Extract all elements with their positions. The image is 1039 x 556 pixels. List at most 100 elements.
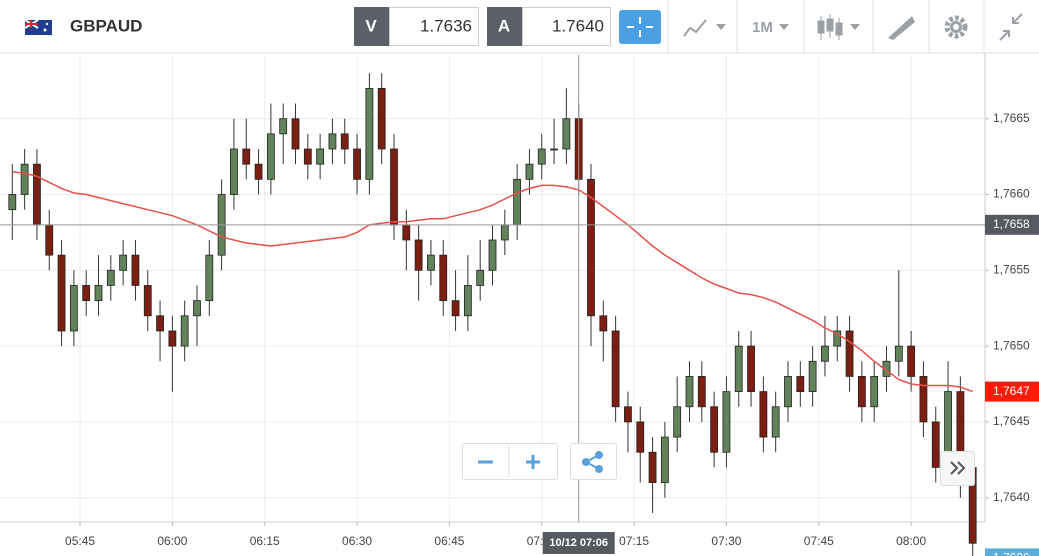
candle-body: [796, 376, 805, 393]
candle-body: [845, 330, 854, 377]
candle-body: [500, 224, 509, 241]
bid-box: [389, 7, 479, 46]
candle-body: [451, 300, 460, 317]
candle-body: [45, 224, 54, 256]
candle-body: [550, 148, 558, 151]
y-tick-label: 1,7650: [993, 338, 1030, 352]
ask-price: 1.7640: [552, 16, 604, 35]
candle-body: [365, 87, 374, 180]
price-label-box: [985, 214, 1039, 235]
candle-body: [390, 148, 398, 226]
zoom-controls: [462, 443, 975, 486]
candle-body: [882, 360, 891, 377]
candle-body: [673, 406, 682, 438]
candle-body: [328, 133, 337, 150]
candle-body: [106, 269, 115, 286]
candle-body: [747, 345, 755, 393]
x-tick-label: 06:30: [342, 534, 372, 548]
candle-body: [648, 451, 657, 483]
y-tick-label: 1,7640: [993, 490, 1030, 504]
candle-body: [266, 133, 275, 180]
candle-body: [82, 285, 91, 302]
candle-body: [734, 345, 743, 393]
candle-body: [279, 118, 288, 135]
candle-type-button[interactable]: [817, 14, 860, 40]
candle-body: [833, 330, 842, 347]
timeframe[interactable]: 1M: [752, 19, 773, 36]
price-label-box: [985, 381, 1039, 402]
candle-body: [439, 254, 448, 302]
chart-type-button[interactable]: [683, 19, 726, 37]
crosshair-time-box: [542, 532, 615, 554]
collapse-button[interactable]: [999, 13, 1023, 41]
price-label-box: [985, 548, 1039, 556]
ask-button[interactable]: [487, 7, 522, 46]
crosshair-time-label: 10/12 07:06: [549, 537, 608, 549]
candle-body: [463, 285, 472, 317]
draw-button[interactable]: [888, 16, 915, 40]
candle-body: [402, 224, 411, 241]
candle-body: [119, 254, 128, 271]
candle-body: [636, 421, 645, 453]
bid-label: V: [365, 16, 377, 35]
candle-body: [660, 436, 669, 483]
candle-body: [242, 148, 251, 165]
candle-body: [193, 300, 201, 317]
candle-body: [168, 330, 177, 347]
candle-body: [20, 163, 29, 195]
candle-body: [894, 345, 903, 362]
candle-body: [759, 391, 768, 438]
candle-body: [57, 254, 66, 332]
x-tick-label: 06:15: [250, 534, 280, 548]
candle-body: [784, 376, 792, 408]
candle-body: [291, 118, 300, 150]
candle-body: [611, 330, 620, 408]
candle-body: [33, 163, 41, 226]
plot: 1,7640 1,7645 1,7650 1,7655 1,7660 1,7665 05:4…: [0, 55, 1030, 556]
y-tick-label: 1,7665: [993, 111, 1030, 125]
candle-body: [69, 285, 78, 332]
candle-body: [857, 376, 866, 408]
x-tick-label: 06:00: [157, 534, 187, 548]
zoom-in[interactable]: [526, 455, 540, 469]
x-tick-label: 08:00: [896, 534, 926, 548]
candle-body: [821, 345, 829, 362]
candle-body: [525, 163, 534, 180]
settings-button[interactable]: [944, 15, 968, 39]
symbol: GBPAUD: [70, 16, 142, 35]
price-label: 1,7647: [993, 384, 1030, 398]
candle-body: [94, 285, 103, 302]
scroll-right[interactable]: [950, 461, 966, 475]
candle-body: [624, 406, 632, 423]
ask-label: A: [498, 16, 510, 35]
x-tick-label: 07:30: [711, 534, 741, 548]
overlay: 10/12 07:06 1,7658 1,7647 1,7636: [0, 55, 1039, 556]
candle-body: [131, 254, 140, 286]
share-box: [570, 443, 617, 480]
candle-body: [931, 421, 940, 468]
bid-price: 1.7636: [420, 16, 472, 35]
candle-body: [254, 163, 263, 180]
y-tick-label: 1,7645: [993, 414, 1030, 428]
x-tick-label: 07:15: [619, 534, 649, 548]
candle-body: [476, 269, 485, 286]
candle-body: [340, 133, 349, 150]
y-tick-label: 1,7655: [993, 262, 1030, 276]
timeframe-arrow: [779, 24, 789, 30]
crosshair-icon: [627, 17, 653, 37]
candle-body: [143, 285, 152, 317]
crosshair-button[interactable]: [619, 10, 661, 44]
x-tick-label: 07:45: [804, 534, 834, 548]
bid-button[interactable]: [354, 7, 389, 46]
candle-body: [562, 118, 571, 150]
candle-body: [205, 254, 214, 302]
price-label: 1,7636: [993, 551, 1030, 556]
candle-body: [870, 376, 879, 408]
x-tick-label: 06:45: [434, 534, 464, 548]
candle-body: [587, 178, 595, 317]
share-button[interactable]: [582, 451, 603, 473]
candle-body: [697, 376, 706, 408]
candle-body: [230, 148, 238, 195]
candle-body: [8, 194, 17, 211]
candle-body: [513, 178, 522, 226]
